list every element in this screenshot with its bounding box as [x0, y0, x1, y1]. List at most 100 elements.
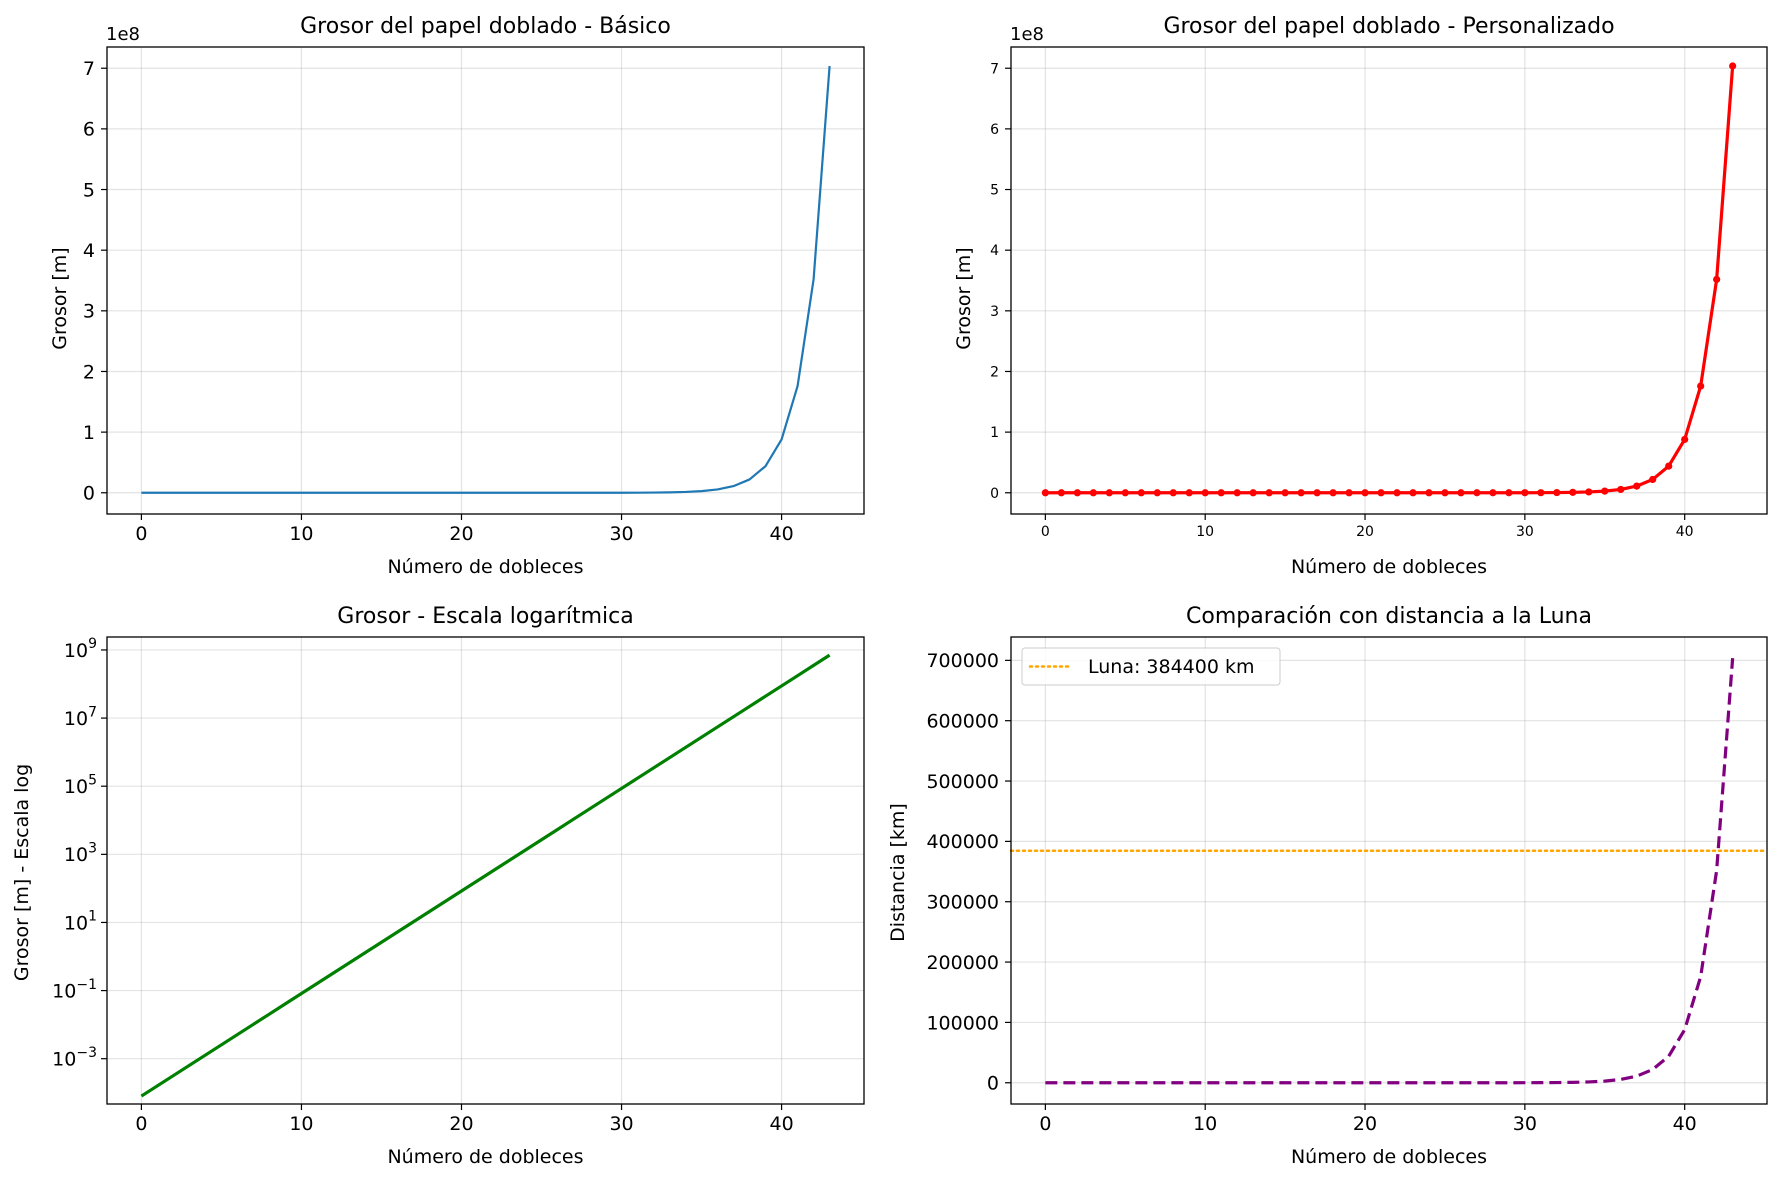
y-tick-label: 103: [64, 841, 97, 867]
x-tick-label: 10: [1196, 524, 1214, 540]
data-point: [1489, 489, 1497, 497]
data-point: [1249, 489, 1257, 497]
subplot-logaritmica: Grosor - Escala logarítmica Número de do…: [11, 604, 865, 1168]
data-point: [1409, 489, 1417, 497]
y-tick-label: 300000: [926, 892, 999, 914]
axes-frame: [106, 46, 865, 515]
data-point: [1505, 489, 1513, 497]
chart-title: Grosor - Escala logarítmica: [337, 604, 633, 629]
data-point: [1697, 382, 1705, 390]
x-tick-label: 0: [135, 1113, 147, 1135]
y-tick-label: 3: [990, 304, 999, 320]
axes-frame: [106, 636, 865, 1105]
y-tick-label: 200000: [926, 952, 999, 974]
series-line: [1045, 658, 1735, 1085]
y-tick-label: 107: [64, 704, 97, 730]
data-point: [1313, 489, 1321, 497]
y-axis-label: Grosor [m]: [49, 247, 71, 349]
y-tick-label: 7: [83, 58, 95, 80]
legend: Luna: 384400 km: [1021, 647, 1281, 686]
data-point: [1681, 435, 1689, 444]
x-axis-label: Número de dobleces: [387, 556, 583, 578]
y-offset-text: 1e8: [106, 24, 140, 45]
data-point: [1393, 489, 1401, 497]
y-axis-ticks: 0 1 2 3 4 5 6 7: [990, 61, 1011, 502]
y-axis-label: Grosor [m] - Escala log: [11, 764, 33, 981]
data-point: [1729, 62, 1737, 70]
axes-frame: [1010, 636, 1768, 1105]
y-tick-label: 2: [83, 361, 95, 383]
data-point: [1361, 489, 1369, 497]
x-tick-label: 10: [289, 1113, 313, 1135]
data-series: [1009, 658, 1769, 1085]
y-tick-label: 109: [64, 636, 97, 662]
data-point: [1665, 462, 1673, 470]
data-point: [1121, 489, 1129, 497]
y-tick-label: 1: [990, 425, 999, 441]
y-tick-label: 5: [83, 179, 95, 201]
data-point: [1649, 475, 1657, 484]
y-tick-label: 7: [990, 61, 999, 77]
data-point: [1089, 489, 1097, 497]
x-tick-label: 40: [769, 523, 793, 545]
series-line: [141, 65, 831, 494]
series-line: [140, 653, 831, 1098]
y-axis-label: Grosor [m]: [953, 247, 975, 349]
y-offset-text: 1e8: [1010, 24, 1044, 45]
y-tick-label: 2: [990, 365, 999, 381]
data-point: [1553, 488, 1561, 497]
x-tick-label: 30: [1516, 524, 1534, 540]
data-point: [1601, 487, 1609, 495]
legend-label: Luna: 384400 km: [1088, 656, 1255, 678]
data-point: [1585, 488, 1593, 496]
data-point: [1137, 489, 1145, 497]
y-tick-label: 0: [83, 483, 95, 505]
y-tick-label: 700000: [926, 650, 999, 672]
data-point: [1345, 489, 1353, 497]
y-tick-label: 400000: [926, 831, 999, 853]
x-tick-label: 40: [1676, 524, 1694, 540]
x-axis-label: Número de dobleces: [1291, 1146, 1487, 1168]
data-point: [1457, 489, 1465, 497]
x-tick-label: 20: [1356, 524, 1374, 540]
x-tick-label: 0: [1041, 524, 1050, 540]
y-axis-ticks: 0 100000 200000 300000 400000 500000 600000 700…: [926, 650, 1011, 1095]
y-tick-label: 500000: [926, 771, 999, 793]
data-point: [1057, 489, 1065, 497]
data-point: [1041, 489, 1049, 497]
x-tick-label: 10: [289, 523, 313, 545]
y-axis-ticks: 0 1 2 3 4 5 6 7: [83, 58, 107, 505]
data-point: [1377, 489, 1385, 497]
data-point: [1633, 482, 1641, 490]
grid: [107, 637, 864, 1104]
data-series: [141, 65, 831, 494]
x-tick-label: 20: [1353, 1113, 1377, 1135]
y-tick-label: 600000: [926, 711, 999, 733]
y-tick-label: 6: [83, 119, 95, 141]
x-tick-label: 0: [135, 523, 147, 545]
chart-title: Comparación con distancia a la Luna: [1186, 604, 1592, 629]
y-tick-label: 4: [990, 243, 999, 259]
y-tick-label: 101: [64, 909, 97, 935]
data-point: [1153, 489, 1161, 497]
data-point: [1329, 489, 1337, 497]
data-point: [1521, 489, 1529, 497]
x-tick-label: 30: [609, 1113, 633, 1135]
y-tick-label: 0: [990, 486, 999, 502]
data-point: [1201, 489, 1209, 497]
y-tick-label: 3: [83, 301, 95, 323]
y-tick-label: 1: [83, 422, 95, 444]
x-axis-ticks: 0 10 20 30 40: [1039, 1104, 1697, 1135]
y-tick-label: 6: [990, 122, 999, 138]
chart-title: Grosor del papel doblado - Básico: [300, 14, 671, 39]
y-tick-label: 105: [64, 772, 97, 798]
y-tick-label: 5: [990, 183, 999, 199]
y-axis-label: Distancia [km]: [887, 803, 909, 942]
y-axis-ticks: 10−3 10−1 101 103 105 107 109: [52, 636, 107, 1071]
data-series: [1041, 62, 1737, 497]
y-tick-label: 100000: [926, 1012, 999, 1034]
x-tick-label: 20: [449, 523, 473, 545]
data-point: [1569, 488, 1577, 496]
data-point: [1105, 489, 1113, 497]
subplot-basico: Grosor del papel doblado - Básico Número…: [49, 14, 865, 578]
